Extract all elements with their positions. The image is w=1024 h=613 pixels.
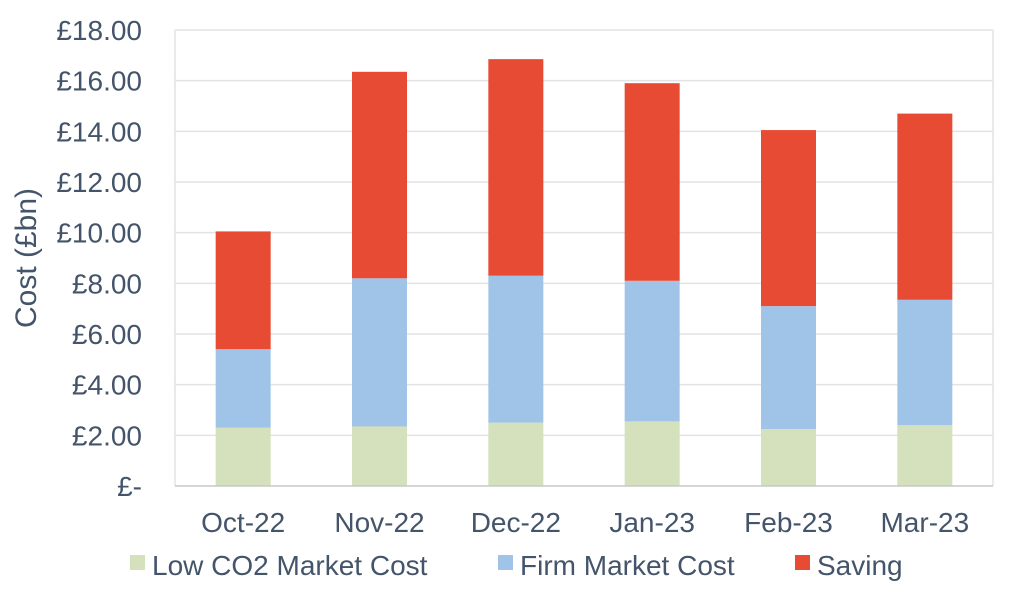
y-tick-label: £8.00	[72, 268, 142, 299]
x-tick-label: Jan-23	[609, 507, 695, 538]
x-tick-label: Nov-22	[334, 507, 424, 538]
bar-firm-market-cost-nov-22	[352, 278, 407, 427]
y-tick-label: £4.00	[72, 370, 142, 401]
x-tick-label: Dec-22	[471, 507, 561, 538]
y-tick-label: £12.00	[56, 167, 142, 198]
y-tick-label: £10.00	[56, 218, 142, 249]
bar-low-co2-market-cost-feb-23	[761, 429, 816, 486]
legend-label: Firm Market Cost	[520, 550, 735, 581]
legend: Low CO2 Market Cost Firm Market Cost Savin…	[130, 550, 903, 581]
bar-saving-jan-23	[624, 83, 680, 281]
bar-firm-market-cost-mar-23	[897, 299, 953, 426]
x-tick-label: Mar-23	[880, 507, 969, 538]
bar-saving-dec-22	[488, 59, 544, 276]
legend-swatch	[795, 555, 810, 570]
y-tick-label: £2.00	[72, 420, 142, 451]
gridlines	[174, 29, 994, 486]
bar-saving-mar-23	[897, 113, 953, 300]
legend-label: Saving	[817, 550, 903, 581]
bar-low-co2-market-cost-mar-23	[897, 425, 953, 486]
bar-firm-market-cost-jan-23	[624, 280, 680, 422]
legend-swatch	[130, 555, 145, 570]
bar-saving-nov-22	[352, 71, 407, 279]
bar-firm-market-cost-feb-23	[761, 306, 816, 429]
x-tick-label: Feb-23	[744, 507, 833, 538]
y-tick-label: £-	[117, 471, 142, 502]
bar-low-co2-market-cost-oct-22	[215, 427, 271, 486]
bar-saving-feb-23	[761, 130, 816, 307]
y-tick-label: £6.00	[72, 319, 142, 350]
bar-firm-market-cost-oct-22	[215, 349, 271, 428]
y-tick-label: £14.00	[56, 116, 142, 147]
legend-swatch	[498, 555, 513, 570]
bar-firm-market-cost-dec-22	[488, 275, 544, 423]
y-axis-tick-labels: £- £2.00 £4.00 £6.00 £8.00 £10.00 £12.00 £14.00…	[56, 15, 142, 502]
y-axis-title: Cost (£bn)	[10, 188, 43, 328]
bar-low-co2-market-cost-nov-22	[352, 426, 407, 486]
legend-label: Low CO2 Market Cost	[152, 550, 428, 581]
x-axis-tick-labels: Oct-22 Nov-22 Dec-22 Jan-23 Feb-23 Mar-23	[201, 507, 969, 538]
bar-saving-oct-22	[215, 231, 271, 350]
x-tick-label: Oct-22	[201, 507, 285, 538]
bar-low-co2-market-cost-dec-22	[488, 422, 544, 486]
bar-low-co2-market-cost-jan-23	[624, 421, 680, 486]
bars	[215, 59, 953, 486]
y-tick-label: £18.00	[56, 15, 142, 46]
y-tick-label: £16.00	[56, 66, 142, 97]
